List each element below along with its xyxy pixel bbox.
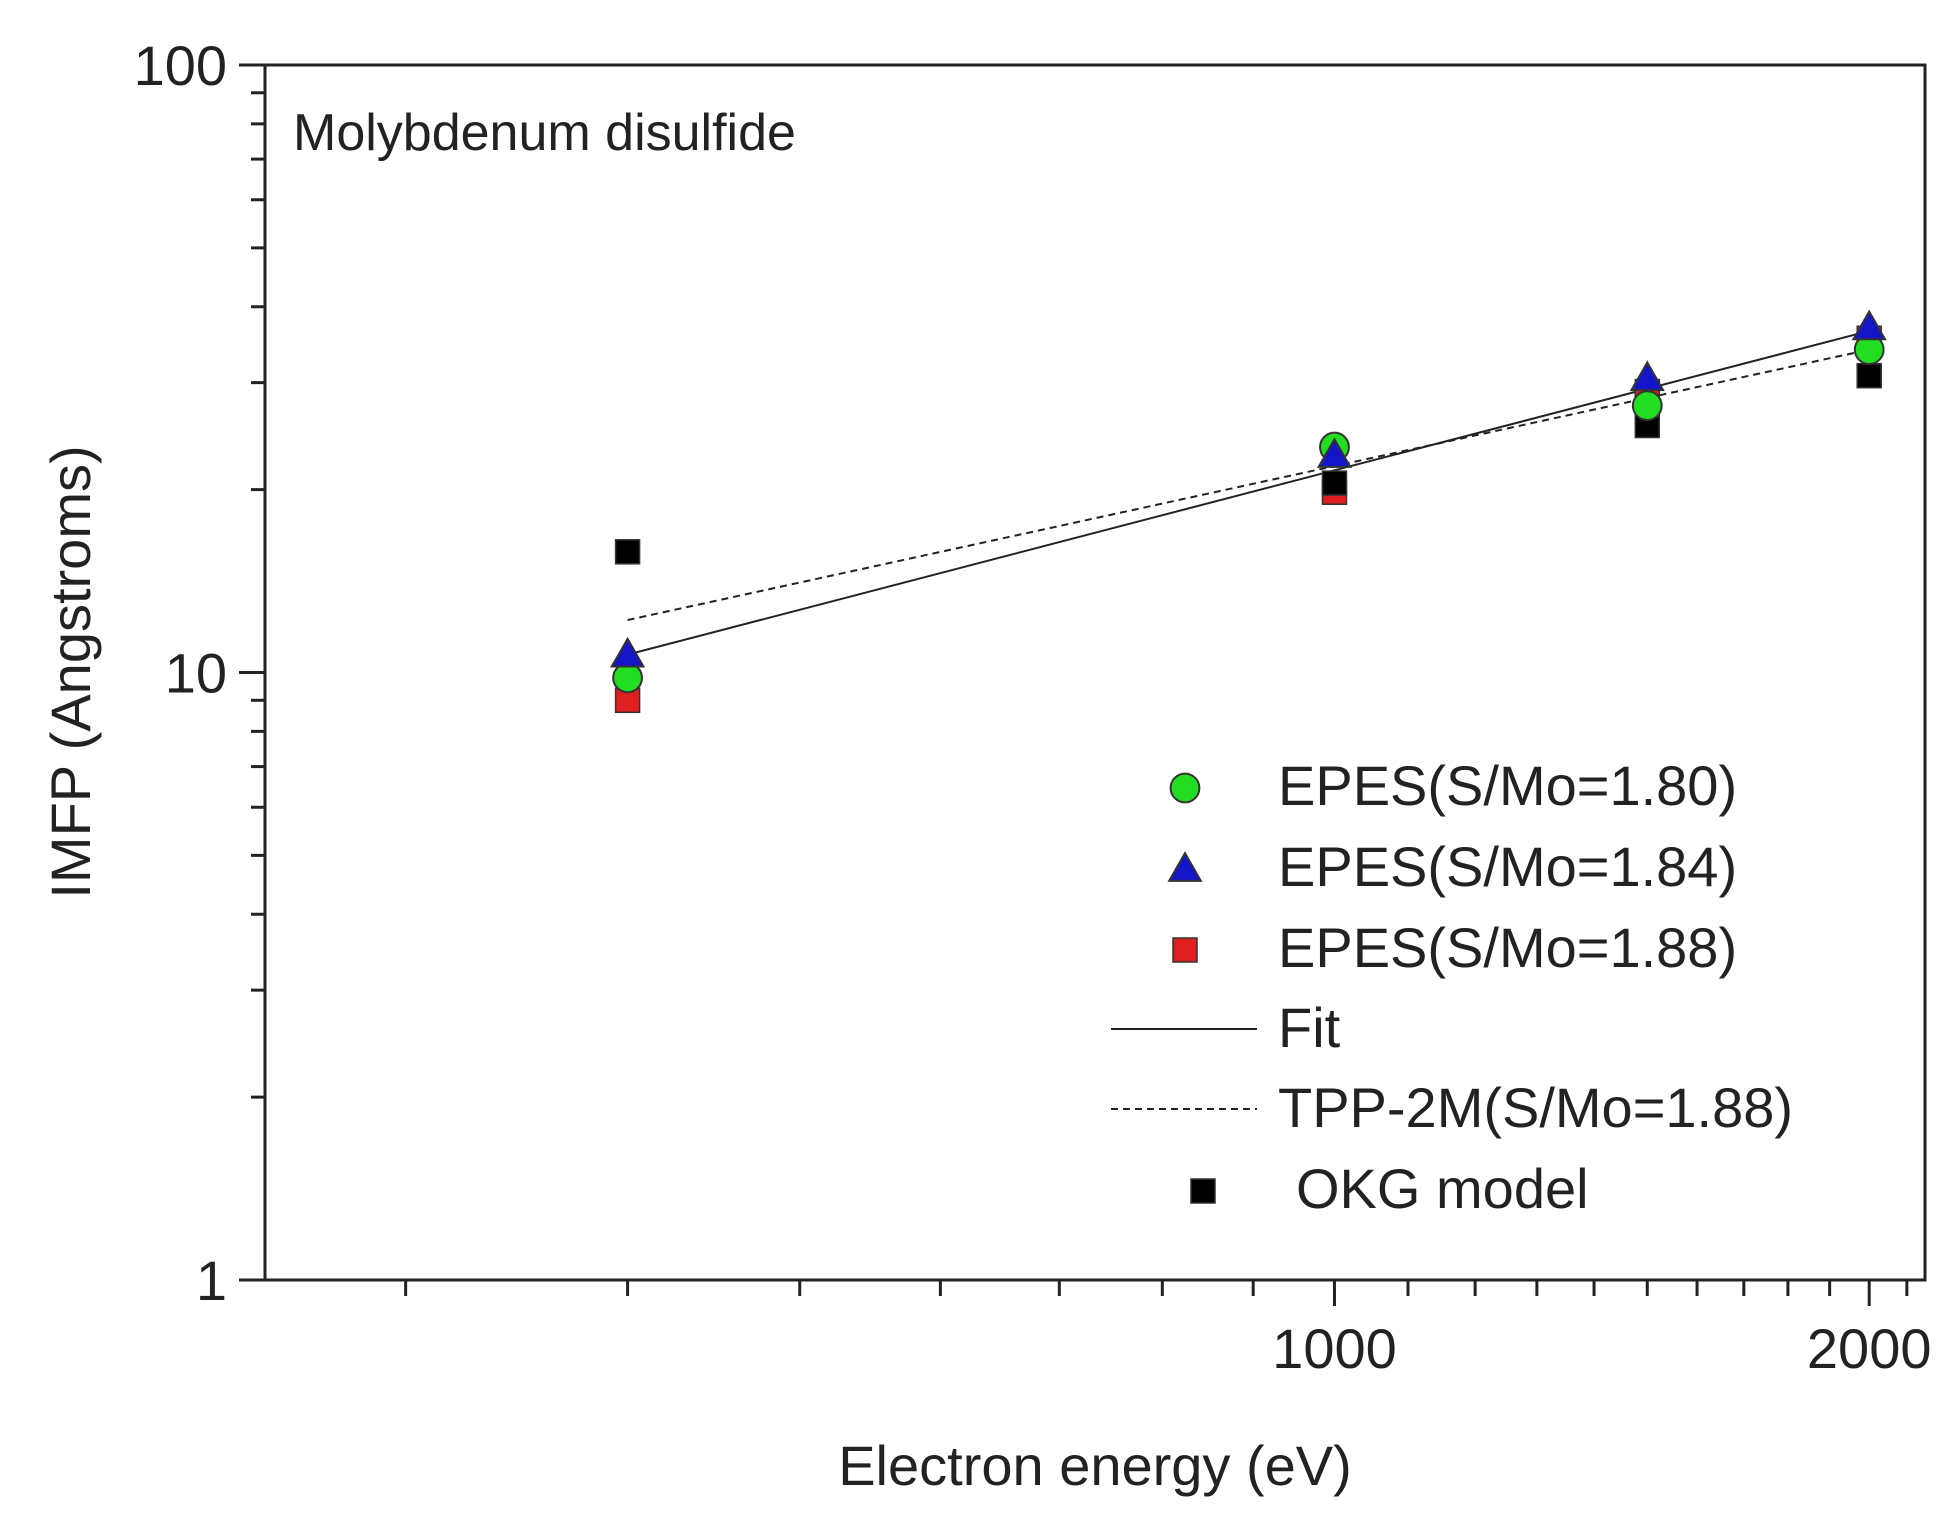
legend-square-swatch	[1190, 1178, 1216, 1204]
circle-marker	[1631, 390, 1663, 422]
plot-area	[263, 63, 1927, 1282]
y-axis-label: IMFP (Angstroms)	[39, 445, 102, 898]
legend-label: EPES(S/Mo=1.80)	[1278, 754, 1737, 817]
fit-lines	[627, 329, 1870, 656]
legend: EPES(S/Mo=1.80) EPES(S/Mo=1.84) EPES(S/Mo=…	[1111, 754, 1793, 1220]
legend-triangle-swatch	[1167, 851, 1203, 882]
y-tick-label: 1	[196, 1249, 227, 1312]
legend-label: EPES(S/Mo=1.84)	[1278, 835, 1737, 898]
square-marker	[1856, 362, 1882, 389]
triangle-marker	[1851, 309, 1887, 341]
triangle-marker	[610, 636, 646, 668]
legend-circle-swatch	[1169, 772, 1201, 804]
y-tick-label: 10	[165, 642, 227, 705]
triangle-marker	[1316, 437, 1353, 468]
triangle-marker	[1629, 360, 1665, 392]
square-marker	[1321, 470, 1348, 496]
legend-label: Fit	[1278, 996, 1341, 1059]
square-marker	[614, 539, 641, 565]
x-tick-label: 2000	[1807, 1317, 1932, 1380]
legend-label: OKG model	[1296, 1157, 1589, 1220]
circle-marker	[612, 662, 643, 694]
legend-label: EPES(S/Mo=1.88)	[1278, 916, 1737, 979]
tick-labels: 1 10 100 1000 2000	[134, 34, 1932, 1380]
chart-title: Molybdenum disulfide	[293, 104, 796, 162]
x-tick-label: 1000	[1272, 1317, 1397, 1380]
fit-line	[627, 329, 1870, 656]
legend-label: TPP-2M(S/Mo=1.88)	[1278, 1076, 1793, 1139]
minor-ticks	[239, 63, 1909, 1306]
x-axis-label: Electron energy (eV)	[838, 1434, 1352, 1497]
y-tick-label: 100	[134, 34, 227, 97]
legend-square-swatch	[1172, 937, 1198, 963]
tpp2m-line	[627, 348, 1870, 622]
markers	[610, 309, 1887, 714]
